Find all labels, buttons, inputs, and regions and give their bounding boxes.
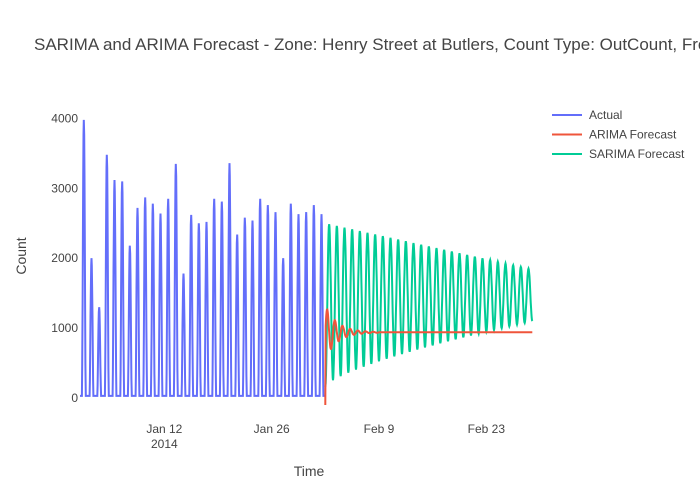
x-tick-label: Jan 12: [146, 422, 182, 436]
x-tick-label: Feb 9: [364, 422, 395, 436]
legend-label: ARIMA Forecast: [589, 128, 677, 142]
legend-label: SARIMA Forecast: [589, 147, 685, 161]
y-tick-label: 1000: [51, 321, 78, 335]
x-tick-label: Jan 26: [254, 422, 290, 436]
y-tick-label: 4000: [51, 111, 78, 125]
series-line-sarima-forecast[interactable]: [324, 224, 534, 387]
legend-item[interactable]: ARIMA Forecast: [552, 128, 677, 142]
legend[interactable]: Actual ARIMA Forecast SARIMA Forecast: [552, 108, 685, 161]
legend-item[interactable]: Actual: [552, 108, 622, 122]
y-axis: 0 1000 2000 3000 4000: [51, 111, 78, 405]
legend-item[interactable]: SARIMA Forecast: [552, 147, 685, 161]
x-axis-title: Time: [294, 463, 325, 479]
x-tick-sublabel: 2014: [151, 437, 178, 451]
series-line-actual[interactable]: [80, 119, 326, 397]
y-axis-title: Count: [13, 237, 29, 274]
x-tick-label: Feb 23: [468, 422, 506, 436]
legend-label: Actual: [589, 108, 622, 122]
y-tick-label: 2000: [51, 251, 78, 265]
chart-title: SARIMA and ARIMA Forecast - Zone: Henry …: [34, 35, 700, 54]
y-tick-label: 0: [71, 391, 78, 405]
y-tick-label: 3000: [51, 181, 78, 195]
plot-area[interactable]: [80, 119, 534, 406]
series-line-arima-forecast[interactable]: [324, 308, 533, 406]
